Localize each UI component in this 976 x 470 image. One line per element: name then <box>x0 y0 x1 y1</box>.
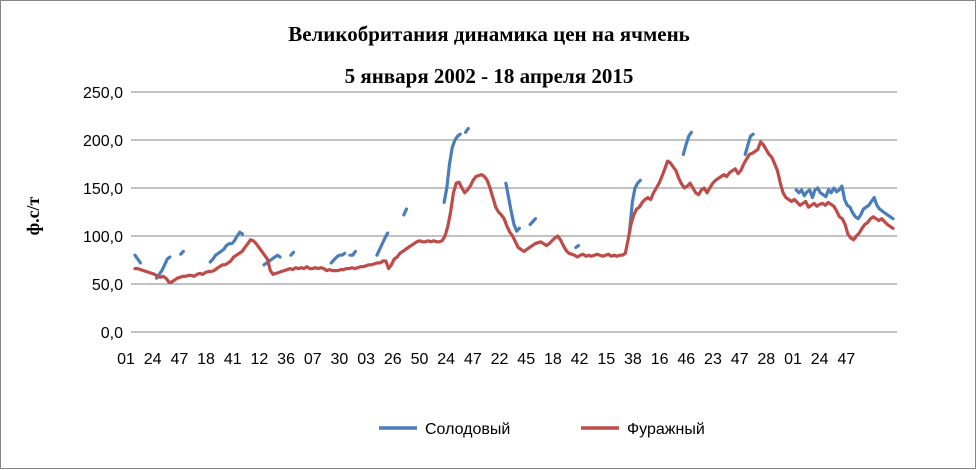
series-line-solodovy <box>133 126 895 280</box>
y-tick-label: 50,0 <box>92 277 123 294</box>
x-tick-label: 47 <box>731 351 749 368</box>
legend: Солодовый Фуражный <box>379 421 705 438</box>
x-tick-label: 24 <box>144 351 162 368</box>
y-tick-label: 200,0 <box>83 133 123 150</box>
chart-title-line-2: 5 января 2002 - 18 апреля 2015 <box>345 64 634 88</box>
x-tick-label: 46 <box>677 351 695 368</box>
gridlines <box>131 91 897 333</box>
x-tick-label: 01 <box>117 351 135 368</box>
x-tick-label: 42 <box>571 351 589 368</box>
x-tick-label: 28 <box>757 351 775 368</box>
legend-label: Солодовый <box>425 421 510 438</box>
x-tick-label: 47 <box>464 351 482 368</box>
x-tick-label: 03 <box>357 351 375 368</box>
x-tick-label: 23 <box>704 351 722 368</box>
x-axis-ticks: 01 24 47 18 41 12 36 07 30 03 26 50 24 47 22 45 18 42 15 38… <box>117 351 855 368</box>
y-tick-label: 100,0 <box>83 229 123 246</box>
series-line-furazhny <box>133 140 895 284</box>
x-tick-label: 15 <box>597 351 615 368</box>
x-tick-label: 24 <box>811 351 829 368</box>
y-tick-label: 150,0 <box>83 181 123 198</box>
x-tick-label: 47 <box>837 351 855 368</box>
x-tick-label: 45 <box>517 351 535 368</box>
y-axis-ticks: 0,0 50,0 100,0 150,0 200,0 250,0 <box>83 85 123 342</box>
x-tick-label: 30 <box>331 351 349 368</box>
y-axis-label: ф.с/т <box>23 196 43 235</box>
x-tick-label: 38 <box>624 351 642 368</box>
x-tick-label: 22 <box>491 351 509 368</box>
x-tick-label: 07 <box>304 351 322 368</box>
x-tick-label: 47 <box>170 351 188 368</box>
x-tick-label: 36 <box>277 351 295 368</box>
x-tick-label: 24 <box>437 351 455 368</box>
x-tick-label: 01 <box>784 351 802 368</box>
series-lines <box>133 126 895 284</box>
x-tick-label: 18 <box>197 351 215 368</box>
chart-title-line-1: Великобритания динамика цен на ячмень <box>288 22 690 46</box>
x-tick-label: 12 <box>251 351 269 368</box>
x-tick-label: 41 <box>224 351 242 368</box>
y-tick-label: 250,0 <box>83 85 123 102</box>
x-tick-label: 50 <box>411 351 429 368</box>
x-tick-label: 26 <box>384 351 402 368</box>
legend-label: Фуражный <box>627 421 705 438</box>
x-tick-label: 16 <box>651 351 669 368</box>
y-tick-label: 0,0 <box>101 325 123 342</box>
x-tick-label: 18 <box>544 351 562 368</box>
